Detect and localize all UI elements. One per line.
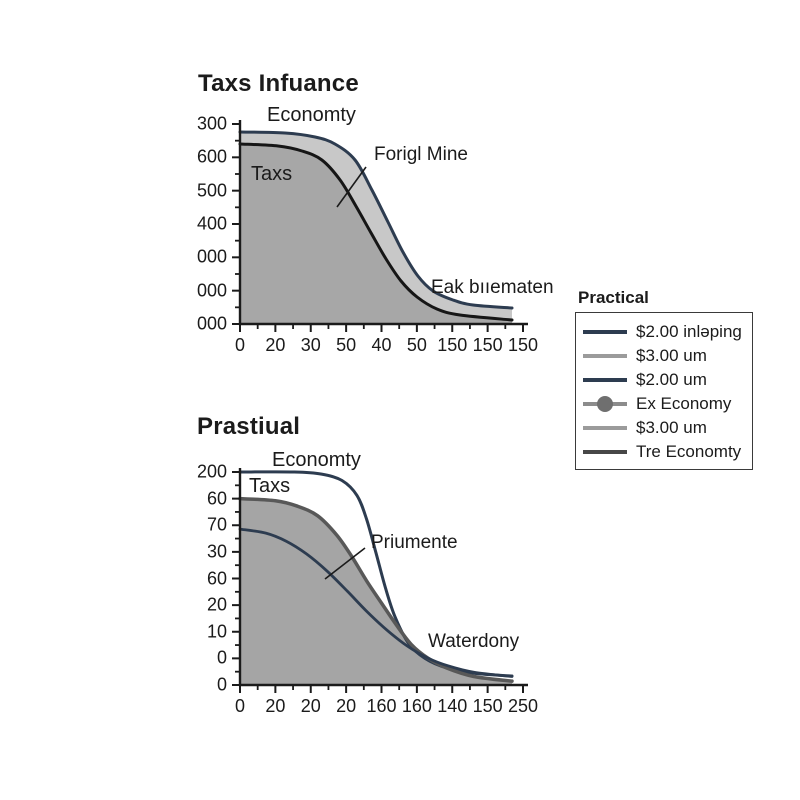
legend-line-swatch	[583, 426, 627, 430]
x-tick-label: 20	[265, 335, 286, 355]
top-callout-label: Forigl Mine	[374, 144, 468, 165]
y-tick-label: 60	[206, 568, 227, 588]
legend-title: Practical	[578, 288, 649, 307]
y-tick-label: 10	[206, 621, 227, 642]
x-tick-label: 0	[234, 696, 246, 716]
top-end-label: Eak bııematen	[431, 277, 554, 298]
y-tick-label: 500	[196, 180, 227, 201]
x-tick-label: 250	[507, 696, 539, 716]
bottom-taxs-area-label: Taxs	[249, 475, 291, 497]
x-tick-label: 40	[371, 335, 392, 355]
top-economty-curve-label: Economty	[267, 104, 356, 126]
legend-entry: $3.00 um	[576, 416, 752, 440]
x-tick-label: 50	[336, 335, 357, 355]
x-tick-label: 140	[437, 696, 468, 716]
x-tick-label: 20	[300, 696, 321, 716]
legend-box: $2.00 inləping $3.00 um $2.00 um Ex Econ…	[575, 312, 753, 470]
y-tick-label: 400	[196, 213, 227, 234]
x-tick-label: 50	[406, 335, 427, 355]
y-tick-label: 30	[206, 541, 227, 562]
y-tick-label: 600	[196, 146, 227, 167]
x-tick-label: 160	[366, 696, 397, 716]
legend-circle-marker-icon	[597, 395, 613, 412]
x-tick-label: 20	[265, 696, 286, 716]
legend-entry: $3.00 um	[576, 344, 752, 368]
bottom-end-label: Waterdony	[428, 631, 520, 652]
y-tick-label: 20	[206, 594, 227, 615]
legend-line-swatch	[583, 354, 627, 358]
y-tick-label: 000	[196, 313, 227, 334]
bottom-economty-curve-label: Economty	[272, 449, 361, 471]
bottom-callout-label: Priumente	[371, 532, 458, 553]
x-tick-label: 20	[336, 696, 357, 716]
x-tick-label: 30	[300, 335, 321, 355]
y-tick-label: 300	[196, 113, 227, 134]
x-tick-label: 0	[234, 335, 246, 355]
x-tick-label: 160	[401, 696, 432, 716]
x-tick-label: 150	[437, 335, 468, 355]
legend-entry: Tre Economty	[576, 440, 752, 464]
y-tick-label: 0	[216, 647, 227, 668]
x-tick-label: 150	[507, 335, 539, 355]
legend-line-swatch	[583, 395, 627, 412]
top-taxs-area-label: Taxs	[251, 163, 293, 185]
bottom-chart-title: Prastiual	[197, 413, 301, 440]
legend-line-swatch	[583, 450, 627, 454]
legend-line-swatch	[583, 330, 627, 334]
y-tick-label: 000	[196, 280, 227, 301]
legend-entry: Ex Economy	[576, 392, 752, 416]
y-tick-label: 70	[206, 514, 227, 535]
legend-entry: $2.00 um	[576, 368, 752, 392]
y-tick-label: 60	[206, 488, 227, 509]
top-chart-title: Taxs Infuance	[198, 70, 359, 97]
legend-entry: $2.00 inləping	[576, 320, 752, 344]
y-tick-label: 200	[196, 461, 227, 482]
y-tick-label: 000	[196, 246, 227, 267]
y-tick-label: 0	[216, 674, 227, 695]
x-tick-label: 150	[472, 696, 503, 716]
x-tick-label: 150	[472, 335, 503, 355]
legend-line-swatch	[583, 378, 627, 382]
